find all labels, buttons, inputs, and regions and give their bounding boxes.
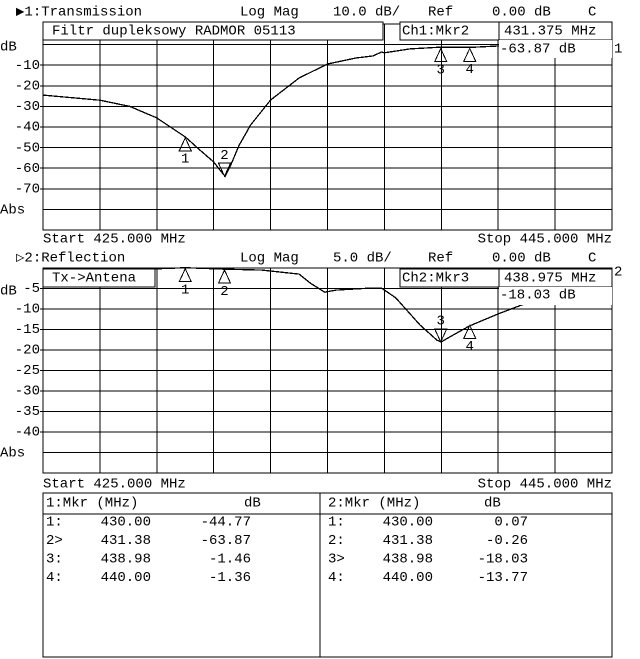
- y-axis-format: Abs: [0, 203, 25, 219]
- y-tick-label: -20: [15, 343, 40, 359]
- marker-label: 1: [181, 282, 189, 298]
- y-tick-label: -10: [15, 302, 40, 318]
- table-cell: 430.00: [383, 515, 433, 531]
- y-tick-label: -40: [15, 425, 40, 441]
- marker-active: [217, 162, 232, 178]
- marker-readout-value: -18.03 dB: [500, 288, 576, 304]
- marker: [462, 324, 477, 339]
- marker-label: 3: [437, 314, 445, 330]
- table-header: dB: [484, 496, 501, 512]
- scale: 5.0 dB/: [333, 251, 392, 267]
- ref-value: 0.00 dB: [492, 251, 551, 267]
- y-tick-label: -30: [15, 99, 40, 115]
- ref-label: Ref: [428, 5, 453, 21]
- table-cell: 4:: [328, 570, 345, 586]
- table-cell: 440.00: [383, 570, 433, 586]
- reference-tag: 2: [614, 265, 622, 281]
- coupling: C: [588, 5, 596, 21]
- scale: 10.0 dB/: [333, 5, 400, 21]
- marker: [433, 47, 448, 63]
- table-cell: 4:: [46, 570, 63, 586]
- y-tick-label: -35: [15, 404, 40, 420]
- table-cell: 2:: [328, 533, 345, 549]
- marker-readout-value: -63.87 dB: [500, 42, 576, 58]
- table-cell: 440.00: [101, 570, 151, 586]
- table-cell: 1:: [328, 515, 345, 531]
- marker-label: 4: [466, 339, 474, 355]
- start-frequency: Start 425.000 MHz: [43, 232, 186, 248]
- stop-frequency: Stop 445.000 MHz: [478, 477, 612, 493]
- y-tick-label: -15: [15, 322, 40, 338]
- stop-frequency: Stop 445.000 MHz: [478, 232, 612, 248]
- table-cell: -13.77: [478, 570, 528, 586]
- y-axis-format: Abs: [0, 446, 25, 462]
- table-cell: 3>: [328, 552, 345, 568]
- marker-readout-freq: 438.975 MHz: [504, 271, 596, 287]
- y-tick-label: -40: [15, 120, 40, 136]
- table-cell: 438.98: [101, 552, 151, 568]
- table-header: dB: [244, 496, 261, 512]
- channel-title: ▷2:Reflection: [16, 251, 125, 267]
- y-tick-label: -60: [15, 161, 40, 177]
- marker-label: 2: [220, 148, 228, 164]
- subtitle-box: [42, 268, 156, 288]
- format: Log Mag: [240, 5, 299, 21]
- table-cell: 2>: [46, 533, 63, 549]
- marker-label: 2: [220, 284, 228, 300]
- y-tick-label: -25: [15, 363, 40, 379]
- subtitle: Tx->Antena: [52, 271, 136, 287]
- table-cell: -1.46: [209, 552, 251, 568]
- y-tick-label: -50: [15, 140, 40, 156]
- table-cell: 431.38: [383, 533, 433, 549]
- marker-label: 3: [437, 62, 445, 78]
- ref-value: 0.00 dB: [492, 5, 551, 21]
- table-cell: -63.87: [201, 533, 251, 549]
- y-axis-unit: dB: [0, 40, 17, 56]
- marker-label: 1: [181, 152, 189, 168]
- table-cell: 438.98: [383, 552, 433, 568]
- table-cell: 3:: [46, 552, 63, 568]
- trace: [43, 267, 613, 343]
- marker-label: 4: [466, 62, 474, 78]
- table-cell: -18.03: [478, 552, 528, 568]
- channel-title: ▶1:Transmission: [16, 5, 142, 21]
- table-cell: -0.26: [486, 533, 528, 549]
- coupling: C: [588, 251, 596, 267]
- subtitle: Filtr dupleksowy RADMOR 05113: [52, 24, 296, 40]
- ref-label: Ref: [428, 251, 453, 267]
- table-cell: 430.00: [101, 515, 151, 531]
- y-tick-label: -20: [15, 79, 40, 95]
- y-axis-unit: dB: [0, 284, 17, 300]
- table-cell: 1:: [46, 515, 63, 531]
- table-cell: -44.77: [201, 515, 251, 531]
- marker-readout-freq: 431.375 MHz: [504, 24, 596, 40]
- marker-active: [433, 328, 448, 344]
- readout-value-box: [499, 40, 612, 58]
- subtitle-box: [42, 21, 384, 41]
- reference-tag: 1: [614, 41, 622, 57]
- y-tick-label: -30: [15, 384, 40, 400]
- start-frequency: Start 425.000 MHz: [43, 477, 186, 493]
- table-header: 2:Mkr (MHz): [328, 496, 420, 512]
- table-cell: 431.38: [101, 533, 151, 549]
- marker: [178, 267, 193, 283]
- y-tick-label: -10: [15, 58, 40, 74]
- y-tick-label: -70: [15, 182, 40, 198]
- marker-readout-name: Ch1:Mkr2: [402, 24, 469, 40]
- marker: [217, 268, 232, 284]
- readout-value-box: [499, 287, 612, 305]
- marker: [462, 47, 477, 62]
- marker-table-frame: [42, 492, 613, 658]
- y-tick-label: -5: [23, 281, 40, 297]
- table-header: 1:Mkr (MHz): [46, 496, 138, 512]
- table-cell: 0.07: [494, 515, 528, 531]
- marker-readout-name: Ch2:Mkr3: [402, 271, 469, 287]
- table-cell: -1.36: [209, 570, 251, 586]
- marker: [178, 136, 193, 152]
- format: Log Mag: [240, 251, 299, 267]
